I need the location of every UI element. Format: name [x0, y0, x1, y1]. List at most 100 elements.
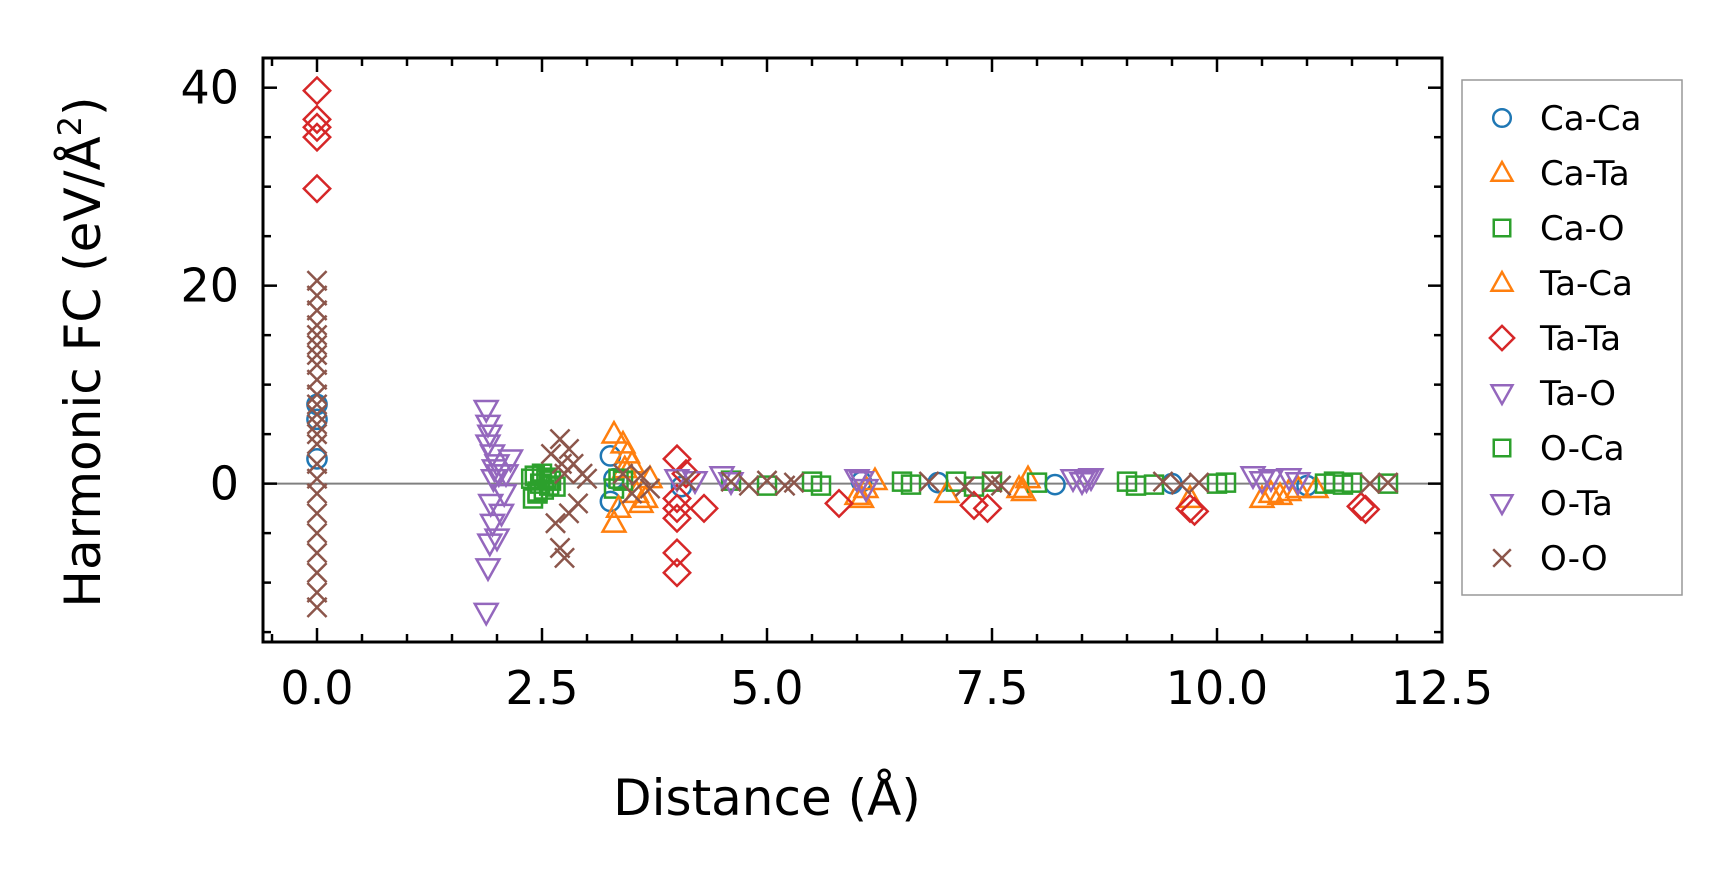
point-o-o	[783, 472, 805, 494]
point-o-o	[306, 596, 328, 618]
point-ta-ta	[1179, 496, 1210, 527]
point-ta-ca	[1009, 476, 1038, 502]
legend-label: O-O	[1540, 539, 1608, 579]
point-ta-o	[483, 528, 511, 553]
point-o-ta	[485, 464, 513, 489]
point-o-o	[630, 465, 652, 487]
point-ta-ta	[1175, 493, 1205, 524]
legend-marker	[1489, 159, 1515, 182]
point-o-o	[306, 393, 328, 415]
series-o-o	[306, 270, 1399, 618]
point-o-ca	[981, 471, 1003, 492]
point-ta-o	[476, 533, 504, 558]
point-o-o	[1377, 472, 1399, 494]
point-ta-ta	[302, 75, 332, 106]
point-o-o	[306, 453, 328, 475]
legend-label: O-Ta	[1540, 484, 1613, 524]
point-o-o	[720, 471, 742, 493]
x-axis-label: Distance (Å)	[613, 769, 921, 827]
point-ca-ta	[1176, 483, 1204, 509]
point-o-o	[918, 471, 940, 493]
point-o-o	[954, 476, 976, 498]
legend-item: O-Ta	[1489, 484, 1613, 524]
point-o-o	[738, 475, 760, 497]
point-o-ta	[1072, 470, 1101, 495]
series-o-ca	[527, 467, 1336, 502]
point-ca-ca	[306, 408, 328, 431]
point-o-ca	[1314, 473, 1336, 494]
point-ta-ca	[604, 493, 633, 519]
point-ta-ta	[1350, 494, 1381, 525]
point-o-o	[306, 403, 328, 425]
point-ta-o	[1077, 468, 1105, 493]
point-ca-ca	[306, 448, 328, 470]
point-o-ca	[1215, 472, 1237, 493]
point-o-o	[990, 475, 1012, 497]
x-axis-ticks: 0.0 2.5 5.0 7.5 10.0 12.5	[270, 58, 1493, 715]
point-ta-ca	[1284, 474, 1312, 499]
legend-item: O-Ca	[1492, 429, 1625, 469]
x-tick-label: 12.5	[1391, 661, 1493, 715]
point-o-o	[306, 413, 328, 435]
legend-item: Ta-O	[1489, 374, 1616, 414]
point-ta-o	[496, 449, 525, 474]
legend: Ca-Ca Ca-Ta Ca-O Ta-Ca Ta-Ta Ta-O O-Ca O-Ta O-O	[1461, 79, 1683, 596]
point-ca-ta	[600, 508, 628, 533]
point-ta-o	[1275, 468, 1303, 493]
legend-label: Ca-O	[1540, 209, 1625, 249]
point-o-o	[306, 468, 328, 490]
y-tick-label: 40	[180, 61, 239, 115]
point-o-o	[306, 344, 328, 366]
point-o-o	[306, 582, 328, 603]
point-ta-o	[472, 602, 500, 627]
point-o-o	[675, 470, 697, 492]
legend-item: Ca-Ca	[1491, 99, 1641, 139]
legend-marker	[1489, 494, 1515, 517]
point-ta-ta	[662, 483, 692, 514]
legend-marker	[1489, 269, 1515, 292]
point-ca-ta	[1248, 483, 1276, 509]
legend-label: O-Ca	[1540, 429, 1625, 469]
point-o-o	[306, 522, 328, 544]
point-o-o	[612, 463, 634, 485]
point-ta-o	[663, 469, 691, 494]
point-o-ta	[474, 434, 502, 459]
point-o-o	[545, 512, 566, 534]
point-ta-ta	[824, 488, 854, 519]
point-ca-o	[900, 474, 922, 495]
point-o-o	[306, 483, 328, 505]
plot-frame	[261, 56, 1444, 644]
point-ca-ta	[1302, 474, 1330, 499]
point-ta-ca	[1266, 480, 1294, 506]
point-o-o	[306, 423, 328, 445]
point-o-o	[567, 492, 589, 514]
point-ta-ta	[662, 503, 692, 534]
data-marks	[302, 75, 1399, 627]
point-ta-o	[487, 503, 516, 528]
point-ca-ta	[627, 488, 655, 514]
point-o-ca	[545, 476, 566, 497]
point-o-ca	[1143, 474, 1165, 495]
point-ca-ta	[600, 419, 628, 444]
point-ta-ta	[302, 104, 332, 135]
series-o-ta	[474, 434, 1312, 518]
legend-item: Ta-Ca	[1489, 264, 1633, 304]
point-ta-ta	[972, 493, 1003, 524]
point-o-ta	[1248, 471, 1276, 496]
point-o-ca	[756, 475, 778, 496]
legend-marker	[1491, 107, 1513, 129]
point-o-o	[558, 438, 580, 460]
point-o-o	[306, 384, 328, 406]
point-o-ta	[477, 493, 505, 518]
point-o-o	[621, 483, 643, 505]
point-ta-o	[478, 513, 507, 538]
legend-label: Ta-Ta	[1539, 319, 1621, 359]
point-o-o	[306, 314, 328, 336]
point-o-o	[306, 562, 328, 584]
point-o-o	[306, 285, 328, 307]
point-ta-o	[1239, 466, 1267, 491]
point-ta-ca	[631, 483, 660, 509]
legend-label: Ca-Ta	[1540, 154, 1630, 194]
point-o-ca	[612, 470, 634, 491]
